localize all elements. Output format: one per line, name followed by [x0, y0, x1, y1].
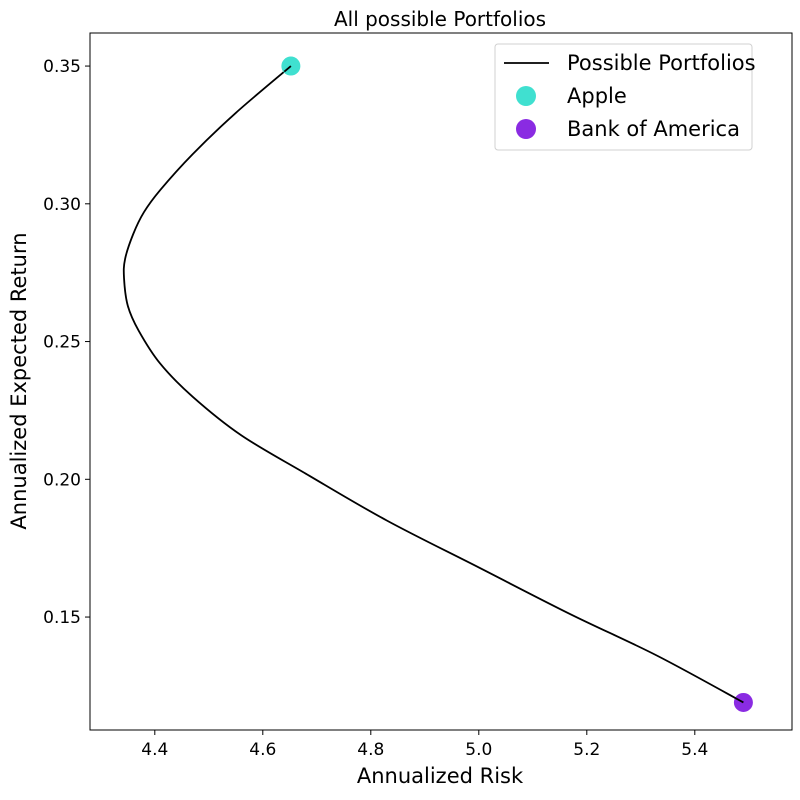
- x-tick-label: 5.4: [681, 740, 708, 760]
- plot-area-frame: [89, 32, 793, 731]
- frontier-line-start-overlay: [283, 65, 292, 73]
- x-tick-label: 4.8: [357, 740, 384, 760]
- chart-legend: Possible Portfolios Apple Bank of America: [494, 43, 756, 151]
- frontier-line: [122, 65, 744, 704]
- y-tick-label: 0.15: [43, 608, 81, 628]
- x-tick-label: 4.6: [249, 740, 276, 760]
- x-axis-ticks: 4.4 4.6 4.8 5.0 5.2 5.4: [141, 730, 708, 760]
- y-axis-ticks: 0.15 0.20 0.25 0.30 0.35: [43, 57, 90, 628]
- legend-item-bank-of-america-swatch: [516, 119, 536, 139]
- y-tick-label: 0.25: [43, 333, 81, 353]
- x-tick-label: 5.0: [465, 740, 492, 760]
- y-tick-label: 0.20: [43, 470, 81, 490]
- legend-item-apple-swatch: [516, 86, 536, 106]
- y-tick-label: 0.30: [43, 195, 81, 215]
- y-tick-label: 0.35: [43, 57, 81, 77]
- frontier-line-end-overlay: [734, 696, 744, 704]
- x-tick-label: 5.2: [573, 740, 600, 760]
- legend-frame: [494, 43, 753, 151]
- chart-title: All possible Portfolios: [334, 7, 546, 31]
- series-layer: [122, 56, 753, 712]
- y-axis-label: Annualized Expected Return: [7, 232, 31, 529]
- legend-item-apple-label: Apple: [567, 84, 627, 108]
- legend-item-bank-of-america-label: Bank of America: [567, 117, 740, 141]
- legend-item-possible-portfolios-label: Possible Portfolios: [567, 51, 756, 75]
- x-tick-label: 4.4: [141, 740, 168, 760]
- x-axis-label: Annualized Risk: [357, 764, 524, 788]
